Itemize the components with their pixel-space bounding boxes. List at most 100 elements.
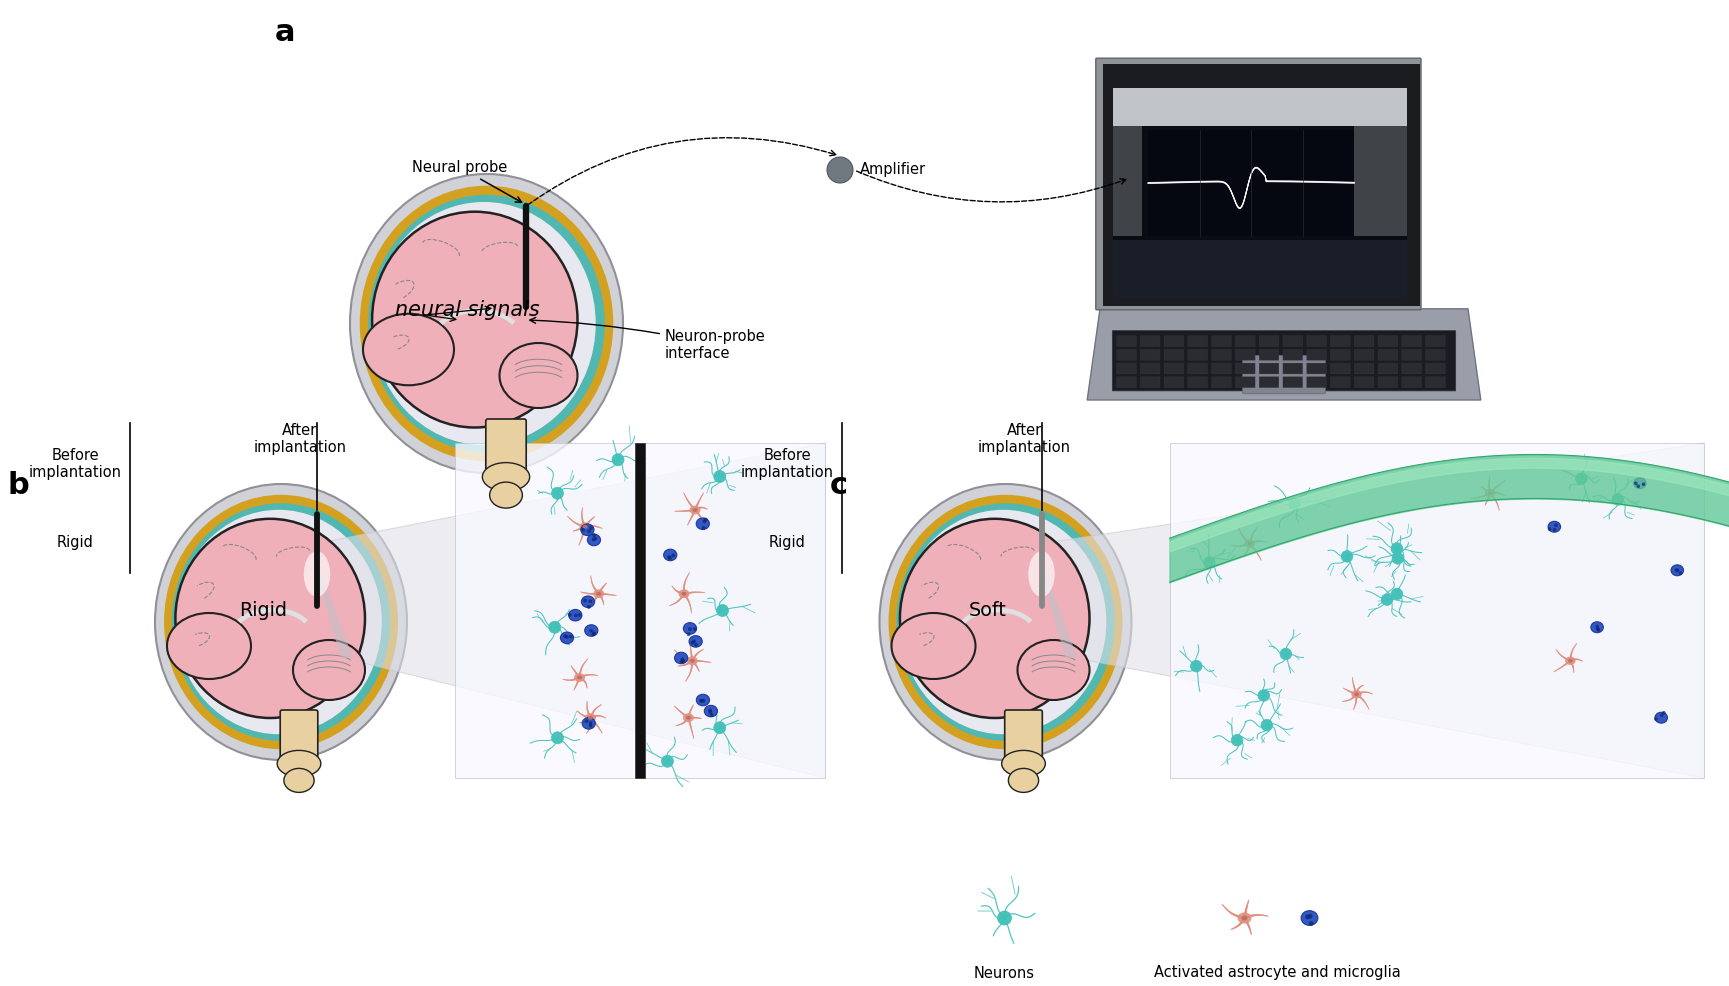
Circle shape	[699, 699, 704, 702]
Ellipse shape	[363, 314, 455, 386]
Polygon shape	[315, 568, 353, 658]
Circle shape	[1305, 914, 1311, 919]
FancyBboxPatch shape	[1283, 349, 1302, 360]
Ellipse shape	[583, 718, 595, 729]
Circle shape	[583, 599, 586, 602]
Circle shape	[702, 526, 705, 529]
Circle shape	[1662, 711, 1665, 715]
FancyBboxPatch shape	[1141, 363, 1160, 374]
Ellipse shape	[581, 524, 595, 535]
FancyBboxPatch shape	[1164, 377, 1184, 387]
Circle shape	[1660, 714, 1663, 717]
Circle shape	[681, 658, 685, 662]
Polygon shape	[1088, 309, 1480, 400]
Circle shape	[1596, 628, 1601, 632]
FancyBboxPatch shape	[1378, 335, 1397, 347]
FancyBboxPatch shape	[486, 419, 526, 481]
Circle shape	[714, 470, 726, 482]
Circle shape	[581, 528, 584, 531]
FancyBboxPatch shape	[1426, 349, 1445, 360]
Circle shape	[588, 605, 591, 608]
FancyBboxPatch shape	[1113, 126, 1143, 236]
Ellipse shape	[588, 716, 593, 720]
FancyBboxPatch shape	[1307, 335, 1326, 347]
Circle shape	[1191, 661, 1202, 671]
Ellipse shape	[577, 675, 583, 679]
Text: Neuron-probe
interface: Neuron-probe interface	[529, 317, 766, 361]
Ellipse shape	[1591, 622, 1603, 633]
Circle shape	[552, 732, 564, 743]
Circle shape	[693, 627, 697, 631]
Circle shape	[1307, 914, 1312, 919]
Circle shape	[679, 660, 683, 664]
FancyBboxPatch shape	[1148, 130, 1354, 236]
Circle shape	[1259, 689, 1269, 701]
FancyBboxPatch shape	[1117, 377, 1136, 387]
Circle shape	[1392, 552, 1404, 564]
Circle shape	[588, 722, 593, 726]
Circle shape	[1675, 569, 1679, 572]
Ellipse shape	[1008, 768, 1039, 793]
FancyBboxPatch shape	[1378, 349, 1397, 360]
FancyBboxPatch shape	[1212, 377, 1231, 387]
Text: Neurons: Neurons	[973, 965, 1036, 980]
Ellipse shape	[1655, 712, 1667, 723]
FancyBboxPatch shape	[1141, 377, 1160, 387]
Ellipse shape	[683, 713, 693, 722]
FancyBboxPatch shape	[1331, 335, 1350, 347]
Text: b: b	[9, 471, 29, 500]
FancyBboxPatch shape	[1117, 349, 1136, 360]
Ellipse shape	[686, 716, 692, 720]
Ellipse shape	[292, 640, 365, 700]
FancyBboxPatch shape	[1331, 377, 1350, 387]
Ellipse shape	[584, 713, 597, 722]
FancyBboxPatch shape	[1188, 363, 1207, 374]
FancyBboxPatch shape	[1236, 377, 1255, 387]
Circle shape	[591, 632, 595, 636]
FancyBboxPatch shape	[1402, 377, 1421, 387]
Ellipse shape	[1634, 478, 1646, 489]
FancyBboxPatch shape	[1331, 349, 1350, 360]
Circle shape	[1636, 484, 1641, 488]
Circle shape	[667, 555, 671, 559]
Circle shape	[1381, 594, 1394, 605]
Ellipse shape	[284, 768, 315, 793]
Ellipse shape	[1489, 491, 1492, 495]
Ellipse shape	[1017, 640, 1089, 700]
Circle shape	[1655, 717, 1658, 721]
FancyBboxPatch shape	[1117, 335, 1136, 347]
FancyBboxPatch shape	[1141, 349, 1160, 360]
FancyBboxPatch shape	[1259, 349, 1279, 360]
Ellipse shape	[579, 523, 591, 531]
FancyBboxPatch shape	[1259, 377, 1279, 387]
FancyBboxPatch shape	[1402, 349, 1421, 360]
Text: c: c	[830, 471, 847, 500]
Ellipse shape	[277, 750, 322, 777]
FancyBboxPatch shape	[1378, 377, 1397, 387]
FancyBboxPatch shape	[1354, 335, 1375, 347]
FancyBboxPatch shape	[1103, 64, 1420, 307]
Circle shape	[590, 629, 593, 633]
FancyBboxPatch shape	[1188, 349, 1207, 360]
Polygon shape	[1039, 568, 1077, 658]
Ellipse shape	[588, 534, 600, 545]
Ellipse shape	[896, 503, 1115, 740]
Ellipse shape	[164, 495, 398, 749]
Ellipse shape	[681, 592, 686, 596]
Circle shape	[1596, 624, 1599, 628]
Circle shape	[716, 604, 728, 616]
Ellipse shape	[693, 508, 697, 512]
Circle shape	[709, 713, 714, 717]
Ellipse shape	[1241, 916, 1248, 921]
Circle shape	[714, 722, 726, 734]
FancyBboxPatch shape	[1426, 363, 1445, 374]
Ellipse shape	[175, 510, 382, 735]
FancyBboxPatch shape	[1117, 363, 1136, 374]
Circle shape	[591, 537, 595, 541]
FancyBboxPatch shape	[1307, 349, 1326, 360]
Circle shape	[704, 518, 707, 522]
Circle shape	[702, 699, 705, 703]
FancyBboxPatch shape	[455, 443, 825, 778]
Circle shape	[1634, 481, 1637, 485]
Ellipse shape	[489, 482, 522, 508]
